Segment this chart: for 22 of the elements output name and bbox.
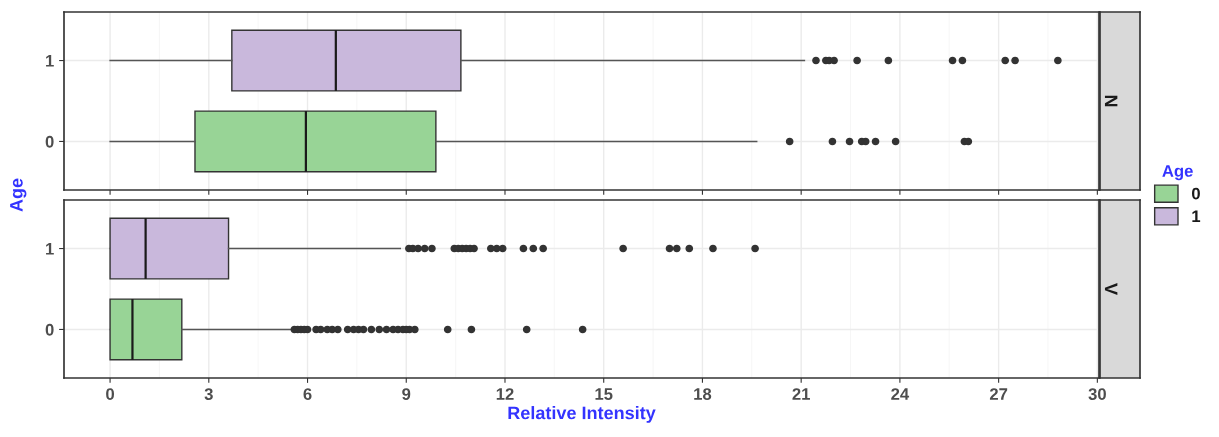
x-tick-label: 6 — [303, 388, 312, 400]
x-tick-label: 27 — [989, 388, 1008, 400]
text: N — [1104, 95, 1118, 107]
x-tick-label: 30 — [1088, 388, 1106, 400]
x-tick-label: 3 — [204, 388, 213, 400]
text: V — [1104, 283, 1118, 295]
x-tick-label: 18 — [694, 388, 712, 400]
y-tick-label: 1 — [46, 55, 54, 67]
x-tick-label: 24 — [891, 388, 910, 400]
y-tick-label: 0 — [45, 323, 54, 336]
x-tick-label: 0 — [106, 388, 115, 400]
x-tick-label: 9 — [402, 388, 411, 400]
legend-label: 0 — [1191, 187, 1200, 200]
x-tick-label: 21 — [792, 388, 810, 400]
x-axis-title: Relative Intensity — [508, 406, 656, 423]
y-tick-label: 1 — [46, 243, 54, 255]
x-tick-label: 15 — [595, 388, 613, 400]
legend-title: Age — [1162, 165, 1193, 181]
y-tick-label: 0 — [45, 135, 54, 148]
x-tick-label: 12 — [496, 388, 514, 400]
legend-label: 1 — [1192, 210, 1201, 222]
y-axis-title: Age — [10, 178, 27, 212]
